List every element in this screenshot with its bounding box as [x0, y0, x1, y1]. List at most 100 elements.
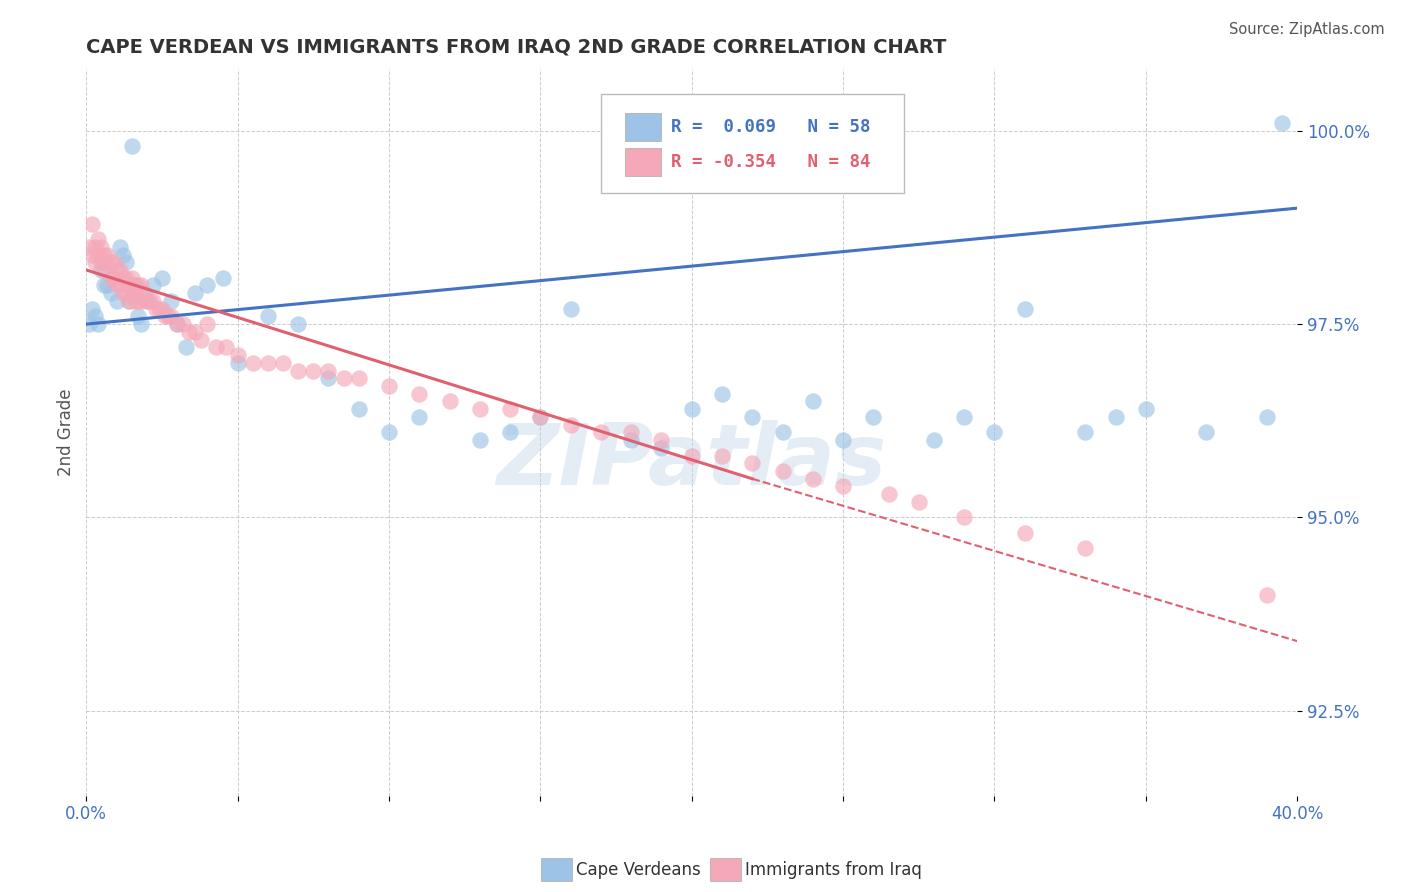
Point [214, 340, 236, 354]
Text: Cape Verdeans: Cape Verdeans [576, 861, 702, 879]
Point [378, 425, 401, 440]
Point [93, 263, 115, 277]
Point [111, 247, 134, 261]
Point [108, 263, 131, 277]
Text: Immigrants from Iraq: Immigrants from Iraq [745, 861, 922, 879]
Point [439, 394, 461, 409]
Point [82, 247, 104, 261]
Point [195, 278, 218, 293]
Point [124, 293, 146, 308]
Point [121, 270, 143, 285]
Point [529, 409, 551, 424]
Point [127, 278, 149, 293]
Point [953, 510, 976, 524]
Point [118, 278, 141, 293]
Point [114, 270, 136, 285]
Point [772, 425, 794, 440]
Point [378, 379, 401, 393]
Point [681, 402, 703, 417]
Point [142, 293, 165, 308]
Text: R = -0.354   N = 84: R = -0.354 N = 84 [671, 153, 870, 171]
Point [103, 255, 125, 269]
Y-axis label: 2nd Grade: 2nd Grade [58, 389, 75, 476]
Point [499, 402, 522, 417]
Point [129, 317, 152, 331]
Point [302, 363, 325, 377]
Point [226, 356, 249, 370]
Point [87, 317, 110, 331]
Point [318, 371, 340, 385]
Point [620, 425, 643, 440]
Point [132, 286, 155, 301]
Point [87, 247, 110, 261]
Point [150, 270, 173, 285]
Point [79, 240, 101, 254]
Point [772, 464, 794, 478]
Point [82, 217, 104, 231]
Point [226, 348, 249, 362]
Point [650, 433, 672, 447]
Text: ZIPatlas: ZIPatlas [496, 420, 887, 503]
Point [108, 278, 131, 293]
Point [1104, 409, 1126, 424]
Point [801, 472, 824, 486]
Point [82, 301, 104, 316]
Point [257, 356, 280, 370]
Point [160, 310, 183, 324]
Point [174, 340, 197, 354]
Point [135, 293, 157, 308]
Point [877, 487, 900, 501]
Point [681, 449, 703, 463]
Point [953, 409, 976, 424]
Point [184, 325, 207, 339]
Point [560, 417, 582, 432]
Point [468, 433, 491, 447]
Point [121, 286, 143, 301]
Point [318, 363, 340, 377]
Point [124, 278, 146, 293]
Point [139, 293, 162, 308]
Point [499, 425, 522, 440]
Point [108, 240, 131, 254]
Point [862, 409, 884, 424]
Point [90, 255, 112, 269]
Point [153, 310, 176, 324]
Text: CAPE VERDEAN VS IMMIGRANTS FROM IRAQ 2ND GRADE CORRELATION CHART: CAPE VERDEAN VS IMMIGRANTS FROM IRAQ 2ND… [86, 37, 946, 56]
Point [257, 310, 280, 324]
Point [1256, 588, 1278, 602]
Point [118, 293, 141, 308]
Point [105, 293, 128, 308]
Point [96, 278, 118, 293]
Point [589, 425, 612, 440]
Point [172, 317, 194, 331]
Point [150, 301, 173, 316]
Point [100, 270, 122, 285]
Point [100, 286, 122, 301]
Point [90, 263, 112, 277]
Point [560, 301, 582, 316]
Point [205, 340, 228, 354]
Point [135, 293, 157, 308]
Point [129, 278, 152, 293]
Point [983, 425, 1005, 440]
Point [211, 270, 233, 285]
Point [118, 293, 141, 308]
Point [711, 449, 734, 463]
Point [84, 240, 107, 254]
Point [127, 293, 149, 308]
Point [79, 317, 101, 331]
Point [922, 433, 945, 447]
Point [111, 270, 134, 285]
Point [84, 310, 107, 324]
Point [96, 247, 118, 261]
Point [287, 363, 309, 377]
Point [332, 371, 354, 385]
Point [832, 433, 855, 447]
Point [711, 386, 734, 401]
Point [105, 278, 128, 293]
Point [190, 333, 212, 347]
Point [142, 278, 165, 293]
Point [529, 409, 551, 424]
Point [96, 255, 118, 269]
Point [93, 278, 115, 293]
